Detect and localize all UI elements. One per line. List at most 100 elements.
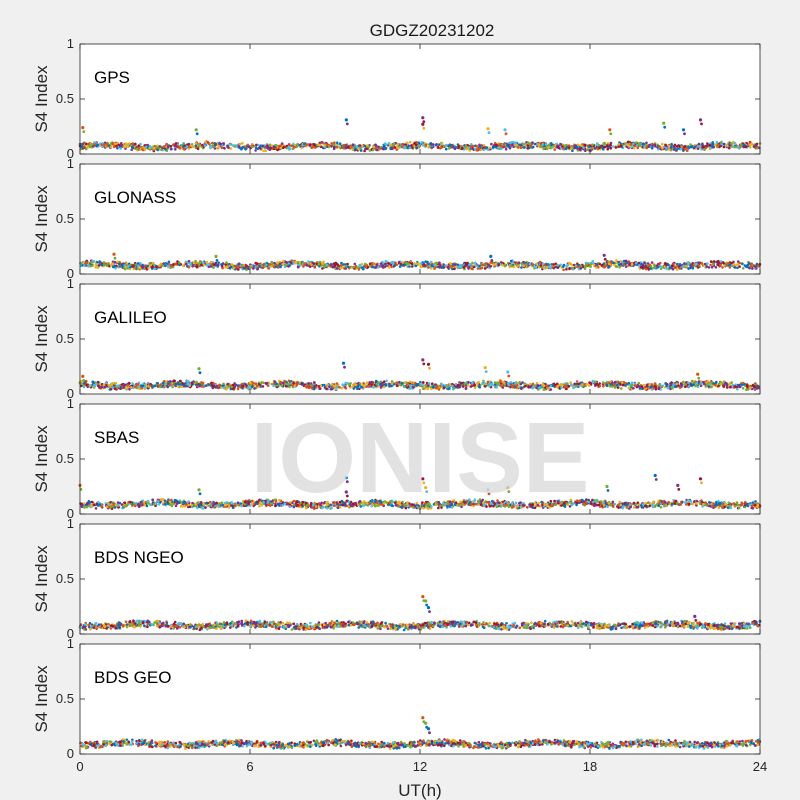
data-point [203, 144, 207, 147]
data-point [522, 146, 525, 149]
data-point [613, 380, 617, 384]
data-point [719, 263, 722, 267]
data-point [258, 383, 261, 386]
data-point [634, 384, 638, 387]
spike-point [113, 256, 117, 260]
data-point [278, 262, 282, 266]
data-point [703, 382, 706, 386]
data-point [579, 148, 582, 152]
data-point [449, 144, 453, 147]
data-point [368, 149, 372, 152]
data-point [84, 262, 87, 265]
data-point [723, 142, 726, 146]
data-point [210, 381, 213, 385]
data-point [276, 261, 280, 264]
data-point [353, 262, 357, 266]
data-point [531, 145, 535, 149]
data-point [245, 264, 249, 268]
data-point [97, 264, 101, 267]
data-point [102, 144, 106, 147]
data-point [690, 145, 693, 149]
data-point [127, 264, 130, 268]
data-point [560, 386, 563, 390]
data-point [229, 147, 233, 150]
data-point [365, 381, 369, 385]
data-point [653, 264, 656, 267]
data-point [527, 141, 530, 145]
data-point [294, 261, 298, 265]
data-point [684, 147, 687, 151]
data-point [481, 263, 485, 267]
data-point [697, 264, 701, 267]
data-point [706, 262, 709, 265]
data-point [395, 381, 399, 385]
data-point [300, 382, 304, 385]
spike-point [503, 128, 507, 132]
data-point [664, 382, 667, 385]
data-point [483, 381, 486, 385]
data-point [668, 148, 671, 151]
data-point [115, 144, 118, 148]
data-point [281, 263, 285, 266]
data-point [248, 381, 252, 385]
data-point [313, 387, 316, 391]
data-point [312, 381, 316, 384]
data-point [415, 146, 419, 150]
data-point [567, 146, 571, 149]
data-point [107, 383, 111, 387]
data-point [371, 148, 375, 152]
data-point [643, 145, 646, 149]
data-point [525, 263, 528, 266]
data-point [546, 386, 549, 390]
data-point [374, 146, 378, 150]
data-point [173, 379, 176, 383]
data-point [565, 147, 568, 151]
data-point [667, 144, 670, 148]
data-point [698, 262, 701, 265]
data-point [136, 267, 139, 271]
data-point [660, 142, 664, 146]
data-point [452, 386, 456, 390]
data-point [192, 380, 195, 383]
data-point [283, 145, 286, 148]
data-point [692, 264, 695, 267]
data-point [648, 143, 651, 147]
panel-label: GALILEO [94, 308, 167, 327]
data-point [505, 144, 509, 147]
data-point [120, 143, 124, 147]
data-point [627, 386, 631, 390]
data-point [676, 147, 679, 151]
data-point [390, 265, 394, 269]
y-tick-label: 1 [67, 156, 74, 171]
data-point [670, 142, 673, 146]
data-point [333, 264, 337, 267]
data-point [510, 381, 513, 384]
data-point [382, 385, 386, 389]
data-point [220, 146, 224, 149]
data-point [470, 143, 473, 146]
spike-point [422, 362, 426, 366]
data-point [310, 384, 314, 387]
data-point [749, 386, 752, 390]
data-point [499, 380, 502, 384]
data-point [485, 146, 489, 149]
data-point [607, 381, 611, 385]
data-point [390, 380, 394, 383]
data-point [609, 141, 613, 145]
data-point [465, 147, 468, 151]
data-point [405, 381, 408, 385]
data-point [276, 148, 279, 152]
data-point [473, 261, 477, 265]
data-point [605, 384, 609, 388]
data-point [420, 262, 423, 265]
data-point [178, 263, 181, 267]
data-point [287, 379, 291, 383]
spike-point [484, 370, 488, 373]
data-point [392, 142, 396, 145]
data-point [363, 384, 367, 387]
spike-point [489, 254, 493, 258]
data-point [355, 145, 359, 148]
data-point [187, 259, 191, 263]
data-point [678, 263, 682, 266]
